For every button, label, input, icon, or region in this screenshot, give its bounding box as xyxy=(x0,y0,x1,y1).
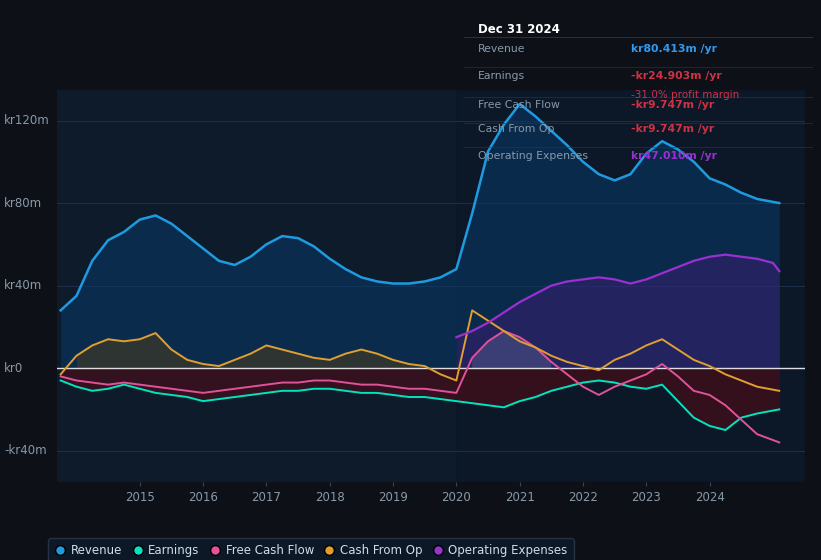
Text: Operating Expenses: Operating Expenses xyxy=(478,151,588,161)
Text: Free Cash Flow: Free Cash Flow xyxy=(478,100,560,110)
Text: -31.0% profit margin: -31.0% profit margin xyxy=(631,91,740,100)
Legend: Revenue, Earnings, Free Cash Flow, Cash From Op, Operating Expenses: Revenue, Earnings, Free Cash Flow, Cash … xyxy=(48,539,574,560)
Text: -kr40m: -kr40m xyxy=(4,444,47,457)
Text: kr40m: kr40m xyxy=(4,279,43,292)
Bar xyxy=(456,90,805,482)
Text: kr0: kr0 xyxy=(4,362,23,375)
Text: -kr9.747m /yr: -kr9.747m /yr xyxy=(631,100,714,110)
Text: Cash From Op: Cash From Op xyxy=(478,124,554,134)
Text: kr80.413m /yr: kr80.413m /yr xyxy=(631,44,718,54)
Text: -kr9.747m /yr: -kr9.747m /yr xyxy=(631,124,714,134)
Text: kr47.010m /yr: kr47.010m /yr xyxy=(631,151,718,161)
Text: -kr24.903m /yr: -kr24.903m /yr xyxy=(631,72,722,82)
Text: kr120m: kr120m xyxy=(4,114,50,127)
Text: Earnings: Earnings xyxy=(478,72,525,82)
Text: Revenue: Revenue xyxy=(478,44,525,54)
Text: Dec 31 2024: Dec 31 2024 xyxy=(478,23,560,36)
Text: kr80m: kr80m xyxy=(4,197,42,209)
